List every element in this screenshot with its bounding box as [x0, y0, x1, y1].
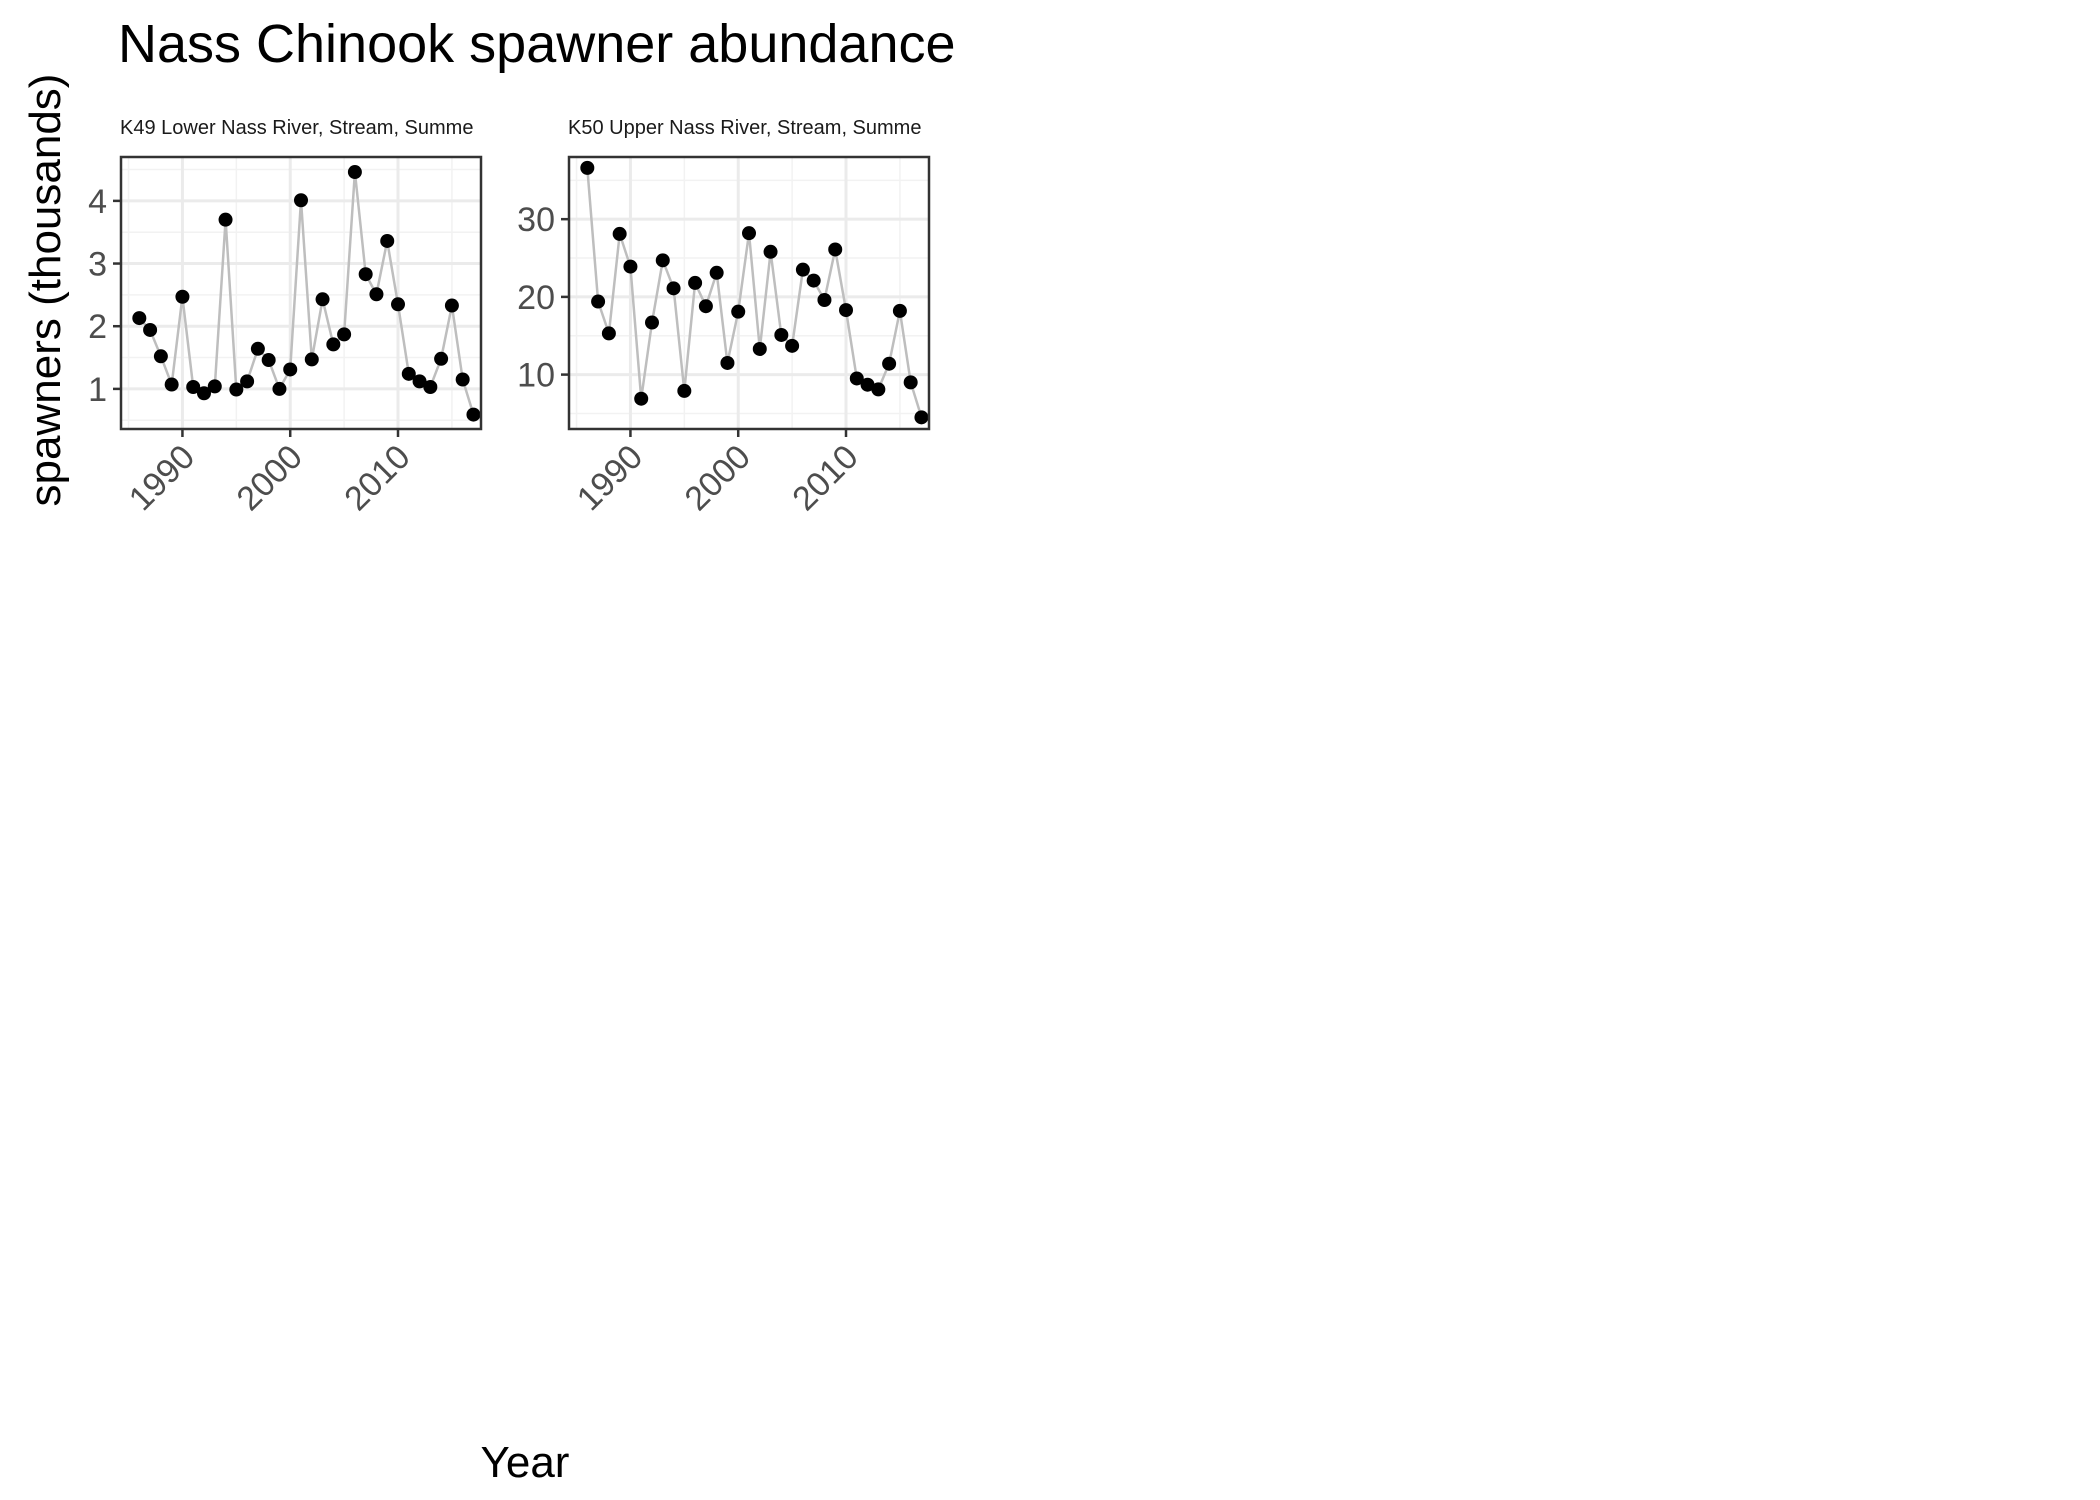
data-point [580, 160, 595, 175]
data-point [634, 391, 649, 406]
data-point [261, 353, 276, 368]
data-point [218, 212, 233, 227]
data-point [207, 379, 222, 394]
facet-panel-1: K49 Lower Nass River, Stream, Summe 1 2 3 4 1… [88, 117, 483, 518]
data-point [644, 315, 659, 330]
data-point [272, 381, 287, 396]
data-point [806, 273, 821, 288]
data-point [294, 193, 308, 208]
y-tick-label: 4 [88, 183, 107, 221]
y-axis-title: spawners (thousands) [21, 74, 70, 507]
y-tick-label: 20 [517, 279, 555, 317]
panel-border [567, 155, 931, 431]
data-point [785, 338, 800, 353]
data-point [763, 244, 778, 259]
x-tick-label: 2010 [337, 438, 417, 518]
data-point [401, 366, 416, 381]
data-point [380, 233, 395, 248]
data-point [849, 371, 864, 386]
data-point [860, 377, 875, 392]
data-point [164, 377, 179, 392]
data-point [839, 303, 854, 318]
data-point [315, 292, 330, 307]
data-point [337, 327, 352, 342]
data-point [731, 304, 746, 319]
data-point [742, 226, 756, 241]
data-point [229, 382, 244, 397]
panel-title-2: K50 Upper Nass River, Stream, Summe [568, 117, 921, 139]
data-point [391, 297, 406, 312]
data-point [914, 410, 929, 425]
data-point [795, 262, 810, 277]
data-point [369, 287, 384, 302]
panel-title-1: K49 Lower Nass River, Stream, Summe [120, 117, 473, 139]
data-point [688, 275, 703, 290]
x-tick-label: 1990 [570, 438, 650, 518]
data-point [591, 294, 606, 309]
data-point [709, 265, 724, 280]
data-point [412, 374, 427, 389]
data-point [283, 362, 298, 377]
data-point [358, 267, 373, 282]
x-axis-title: Year [481, 1438, 570, 1487]
data-point [623, 259, 638, 274]
data-point [774, 327, 789, 342]
y-tick-label: 1 [88, 371, 107, 409]
x-tick-label: 1990 [122, 438, 202, 518]
x-tick-label: 2000 [230, 438, 310, 518]
facet-panel-2: K50 Upper Nass River, Stream, Summe 10 20 3… [517, 117, 931, 518]
data-point [601, 326, 616, 341]
data-point [466, 407, 481, 422]
x-tick-label: 2000 [678, 438, 758, 518]
data-point [828, 242, 843, 257]
data-point [720, 355, 735, 370]
panel-border [119, 155, 483, 431]
data-point [903, 375, 918, 390]
data-point [455, 372, 470, 387]
data-point [250, 341, 265, 356]
data-point [666, 281, 681, 296]
data-point [304, 352, 319, 367]
data-point [240, 374, 255, 389]
facet-panels: K49 Lower Nass River, Stream, Summe 1 2 3 4 1… [88, 117, 931, 518]
data-point [871, 382, 886, 397]
data-point [892, 303, 907, 318]
data-point [186, 380, 201, 395]
data-point [677, 383, 692, 398]
y-tick-label: 3 [88, 246, 107, 284]
data-point [444, 298, 459, 313]
data-point [698, 299, 713, 314]
data-point [612, 226, 627, 241]
data-point [347, 165, 362, 180]
y-tick-label: 2 [88, 308, 107, 346]
data-point [817, 292, 832, 307]
data-point [434, 351, 449, 366]
data-point [143, 322, 158, 337]
data-point [655, 253, 670, 268]
data-point [882, 356, 897, 371]
data-point [326, 337, 341, 352]
y-tick-label: 30 [517, 201, 555, 239]
data-point [175, 289, 190, 304]
y-tick-label: 10 [517, 357, 555, 395]
data-point [752, 341, 767, 356]
x-tick-label: 2010 [785, 438, 865, 518]
data-point [132, 311, 147, 326]
data-point [196, 386, 211, 401]
data-point [423, 380, 438, 395]
chart-title: Nass Chinook spawner abundance [118, 14, 956, 74]
data-point [153, 349, 168, 364]
